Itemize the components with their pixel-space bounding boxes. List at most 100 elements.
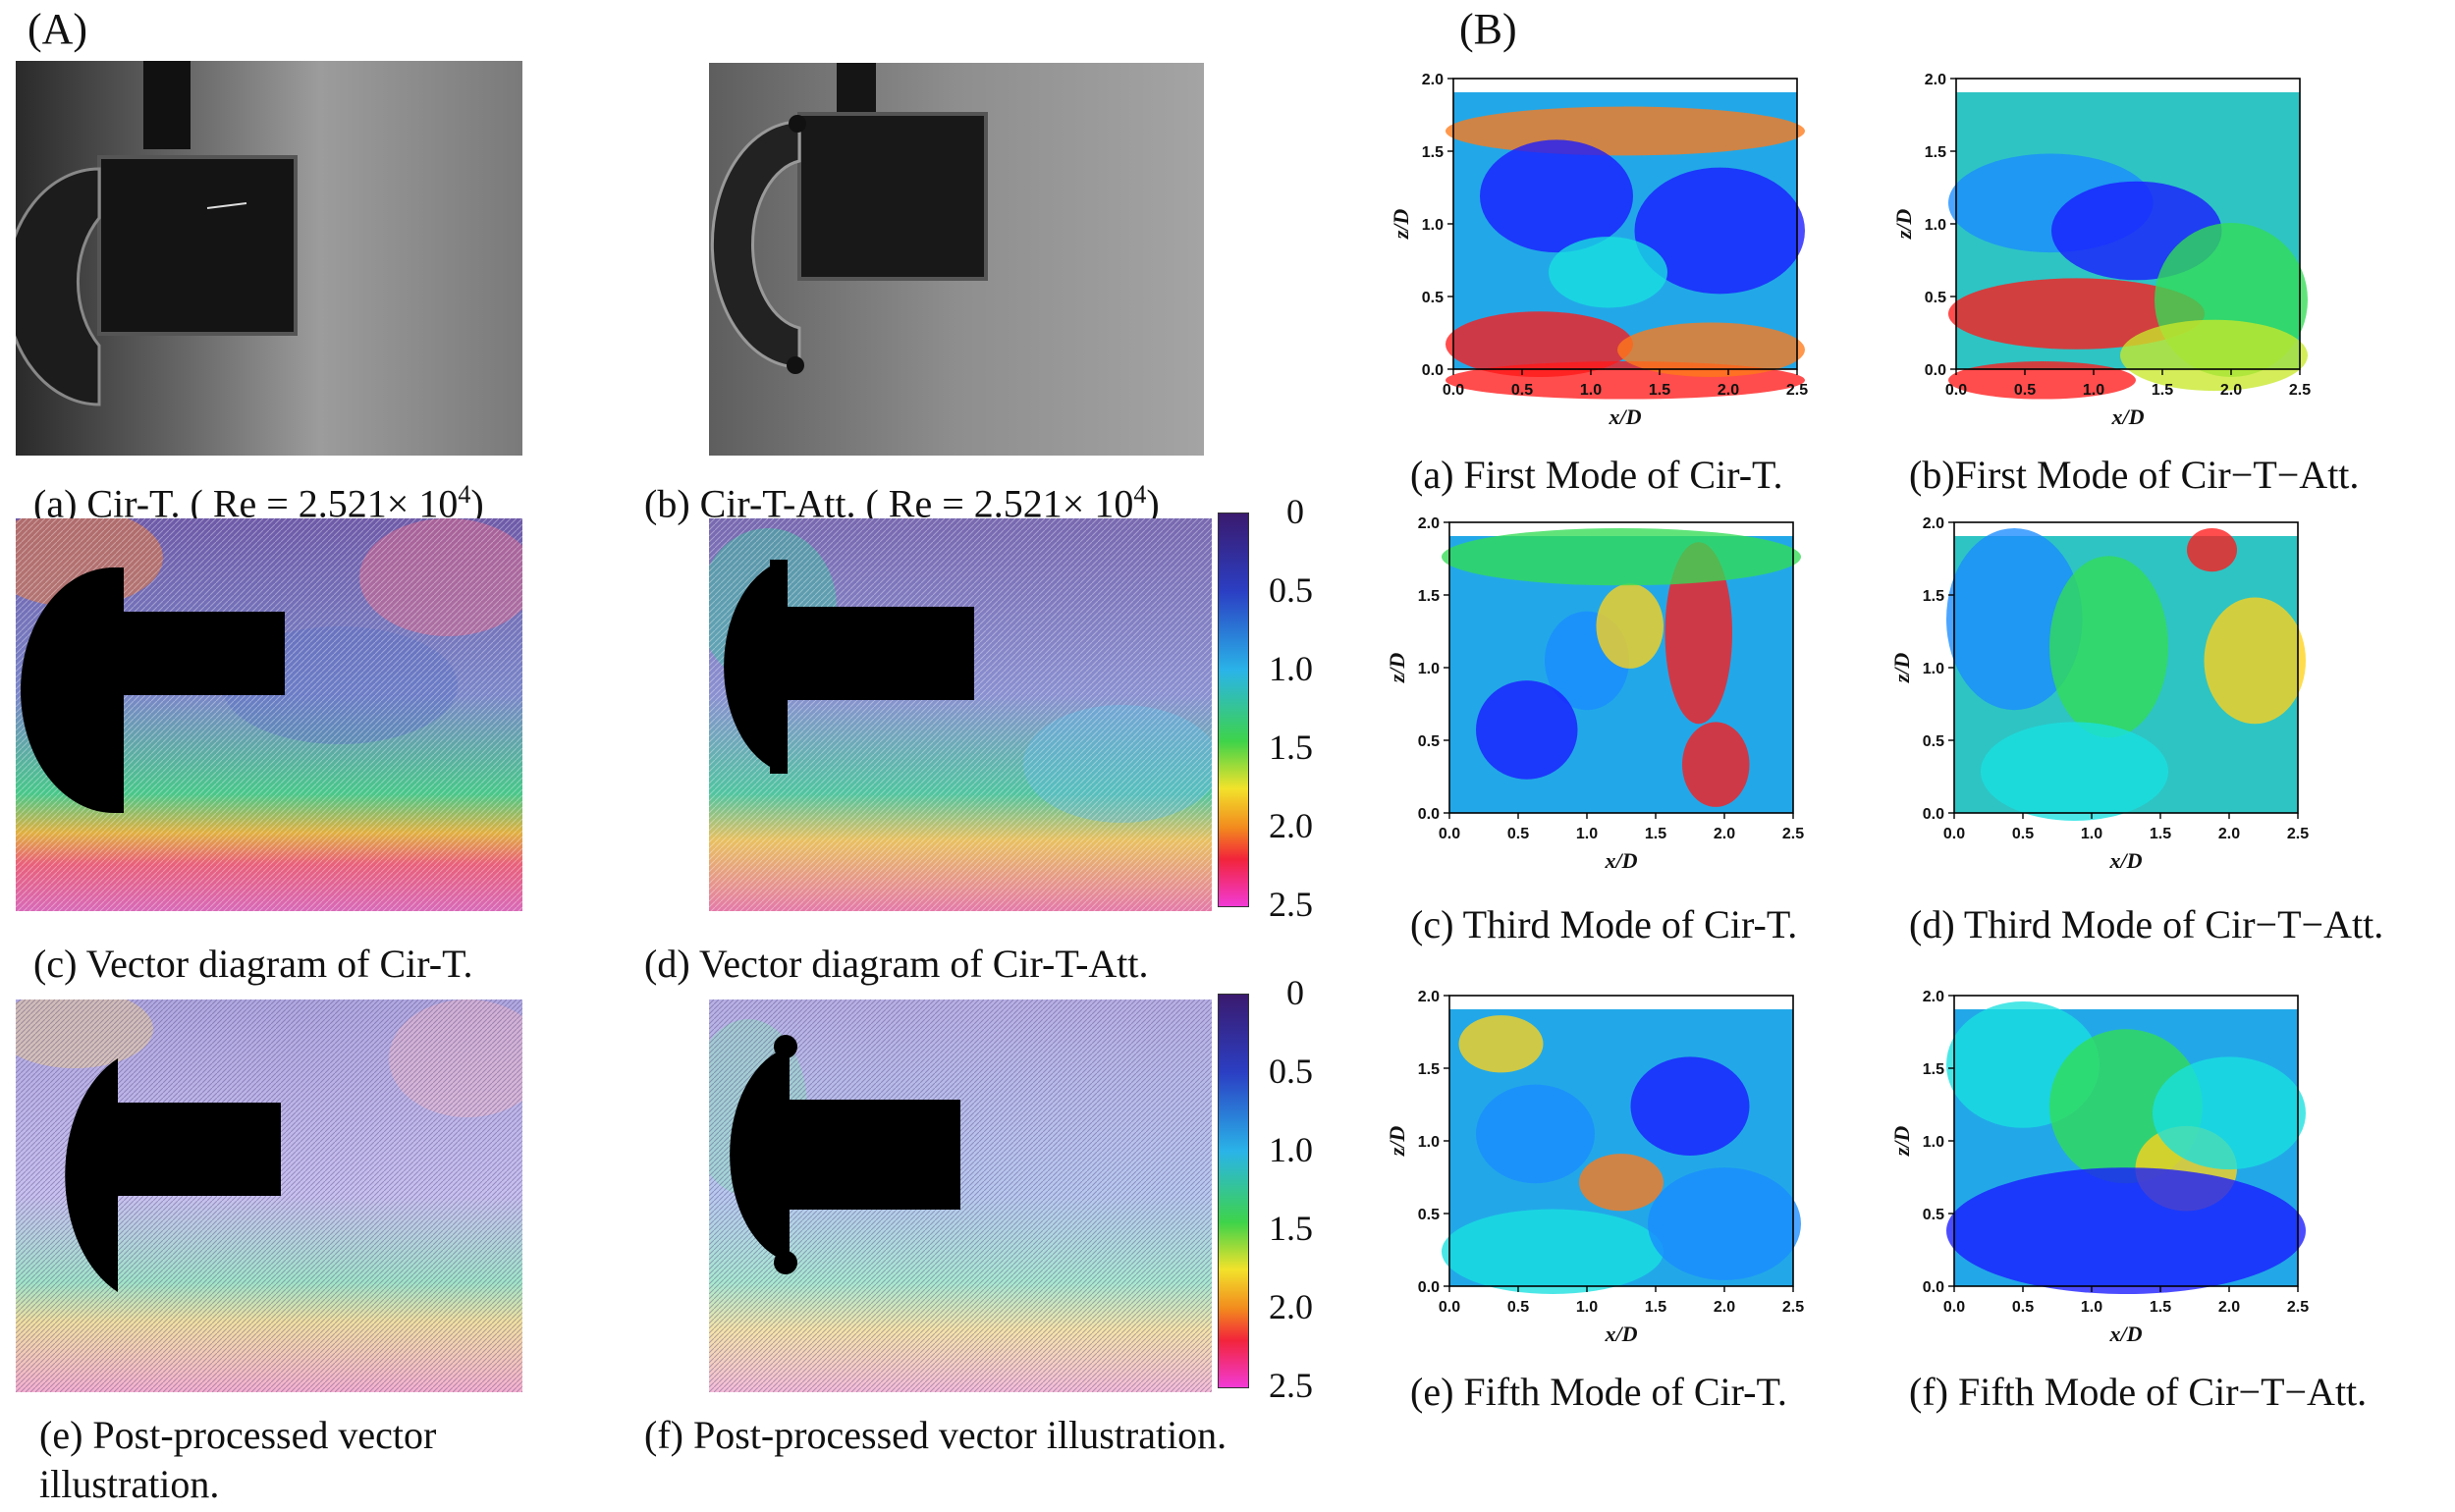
x-tick-label: 2.0 <box>1718 382 1739 399</box>
x-tick-label: 0.0 <box>1943 826 1965 842</box>
x-tick-label: 1.0 <box>2083 382 2104 399</box>
y-tick-label: 1.5 <box>1923 588 1944 605</box>
x-tick-label: 2.5 <box>2287 1299 2309 1316</box>
x-tick-label: 1.0 <box>1580 382 1602 399</box>
y-axis-label: z/D <box>1889 1126 1914 1158</box>
x-tick-label: 1.0 <box>1576 1299 1598 1316</box>
colorbar-bottom-tick: 0 <box>1286 973 1304 1012</box>
x-tick-label: 2.0 <box>2220 382 2242 399</box>
y-tick-label: 0.5 <box>1923 733 1944 750</box>
x-axis-label: x/D <box>1605 1322 1638 1346</box>
vector-diagram-cir-t-att <box>709 518 1212 911</box>
heatmap-region <box>1442 1209 1664 1294</box>
colorbar-bottom-tick: 1.0 <box>1269 1130 1313 1169</box>
mode-plot-first-cir-t-att: 0.0 0.5 1.0 1.5 2.0 2.5 0.0 0.5 1.0 1.5 2.0 x/D z/D <box>1891 59 2349 452</box>
heatmap-region <box>1948 361 2136 400</box>
panel-b-letter: (B) <box>1459 5 1517 53</box>
heatmap-region <box>1648 1167 1801 1280</box>
y-tick-label: 1.0 <box>1925 217 1946 234</box>
x-tick-label: 0.0 <box>1439 826 1460 842</box>
colorbar-top-tick: 0.5 <box>1269 570 1313 610</box>
y-tick-label: 0.5 <box>1923 1207 1944 1223</box>
y-axis-label: z/D <box>1389 209 1413 241</box>
y-tick-label: 1.5 <box>1925 144 1946 161</box>
y-tick-label: 0.0 <box>1923 1279 1944 1296</box>
colorbar-top-tick: 2.5 <box>1269 885 1313 924</box>
mode-plot-first-cir-t: 0.0 0.5 1.0 1.5 2.0 2.5 0.0 0.5 1.0 1.5 2.0 x/D z/D <box>1389 59 1846 452</box>
heatmap-region <box>2049 556 2168 738</box>
heatmap-region <box>1579 1154 1664 1212</box>
caption-b-f: (f) Fifth Mode of Cir−T−Att. <box>1909 1370 2368 1414</box>
panel-a-letter: (A) <box>27 5 88 53</box>
heatmap-region <box>1634 167 1805 295</box>
y-tick-label: 2.0 <box>1418 515 1440 532</box>
colorbar-bottom-tick: 2.0 <box>1269 1287 1313 1326</box>
caption-b-c: (c) Third Mode of Cir-T. <box>1410 902 1798 946</box>
mode-plot-fifth-cir-t-att: 0.0 0.5 1.0 1.5 2.0 2.5 0.0 0.5 1.0 1.5 2.0 x/D z/D <box>1889 976 2347 1369</box>
x-tick-label: 1.5 <box>2150 826 2171 842</box>
y-tick-label: 1.5 <box>1923 1061 1944 1078</box>
colorbar-bottom-tick: 2.5 <box>1269 1366 1313 1405</box>
x-tick-label: 2.5 <box>1782 1299 1804 1316</box>
x-tick-label: 1.5 <box>1645 1299 1666 1316</box>
heatmap-region <box>2187 528 2237 572</box>
y-tick-label: 0.0 <box>1422 362 1444 379</box>
x-tick-label: 0.5 <box>1511 382 1533 399</box>
x-tick-label: 2.5 <box>2287 826 2309 842</box>
x-tick-label: 2.5 <box>2289 382 2311 399</box>
heatmap-region <box>1446 106 1805 156</box>
y-axis-label: z/D <box>1891 209 1916 241</box>
heatmap-region <box>1664 542 1732 725</box>
heatmap-region <box>1946 1167 2306 1294</box>
photo-cir-t <box>16 61 522 456</box>
x-tick-label: 0.5 <box>1507 826 1529 842</box>
vector-diagram-cir-t <box>16 518 522 911</box>
caption-c: (c) Vector diagram of Cir-T. <box>33 942 473 986</box>
caption-b-e: (e) Fifth Mode of Cir-T. <box>1410 1370 1787 1414</box>
caption-e-line1: (e) Post-processed vector <box>39 1413 437 1457</box>
x-tick-label: 1.0 <box>2081 826 2102 842</box>
x-tick-label: 0.5 <box>1507 1299 1529 1316</box>
photo-cir-t-att <box>709 63 1204 456</box>
y-tick-label: 2.0 <box>1418 989 1440 1005</box>
y-tick-label: 0.5 <box>1418 1207 1440 1223</box>
heatmap-region <box>1682 722 1750 807</box>
y-axis-label: z/D <box>1889 653 1914 684</box>
x-tick-label: 1.5 <box>1645 826 1666 842</box>
x-tick-label: 2.5 <box>1782 826 1804 842</box>
caption-d: (d) Vector diagram of Cir-T-Att. <box>644 942 1149 986</box>
mode-plot-third-cir-t: 0.0 0.5 1.0 1.5 2.0 2.5 0.0 0.5 1.0 1.5 2.0 x/D z/D <box>1385 503 1842 895</box>
post-processed-cir-t-att <box>709 999 1212 1392</box>
x-axis-label: x/D <box>2109 1322 2143 1346</box>
y-tick-label: 1.5 <box>1418 588 1440 605</box>
x-tick-label: 2.0 <box>1714 826 1735 842</box>
y-tick-label: 0.5 <box>1422 290 1444 306</box>
caption-f: (f) Post-processed vector illustration. <box>644 1413 1228 1457</box>
y-tick-label: 2.0 <box>1422 72 1444 88</box>
heatmap-region <box>1948 278 2205 350</box>
y-tick-label: 0.5 <box>1925 290 1946 306</box>
y-tick-label: 2.0 <box>1925 72 1946 88</box>
y-tick-label: 0.0 <box>1923 806 1944 823</box>
x-tick-label: 2.5 <box>1786 382 1808 399</box>
heatmap-region <box>1476 680 1578 780</box>
y-tick-label: 0.0 <box>1418 1279 1440 1296</box>
heatmap-region <box>1630 1056 1750 1156</box>
x-tick-label: 0.5 <box>2012 1299 2034 1316</box>
x-axis-label: x/D <box>2111 405 2145 429</box>
x-tick-label: 1.0 <box>1576 826 1598 842</box>
x-tick-label: 1.5 <box>2150 1299 2171 1316</box>
y-tick-label: 1.0 <box>1923 1134 1944 1151</box>
x-tick-label: 1.5 <box>1649 382 1670 399</box>
heatmap-region <box>2120 319 2308 392</box>
y-tick-label: 1.5 <box>1418 1061 1440 1078</box>
x-axis-label: x/D <box>2109 848 2143 873</box>
post-processed-cir-t <box>16 999 522 1392</box>
caption-b-b: (b)First Mode of Cir−T−Att. <box>1909 453 2360 497</box>
caption-e-line2: illustration. <box>39 1462 220 1506</box>
heatmap-region <box>1476 1084 1595 1184</box>
x-tick-label: 0.0 <box>1439 1299 1460 1316</box>
heatmap-region <box>1480 139 1633 253</box>
x-tick-label: 1.5 <box>2152 382 2173 399</box>
heatmap-region <box>1549 237 1667 308</box>
